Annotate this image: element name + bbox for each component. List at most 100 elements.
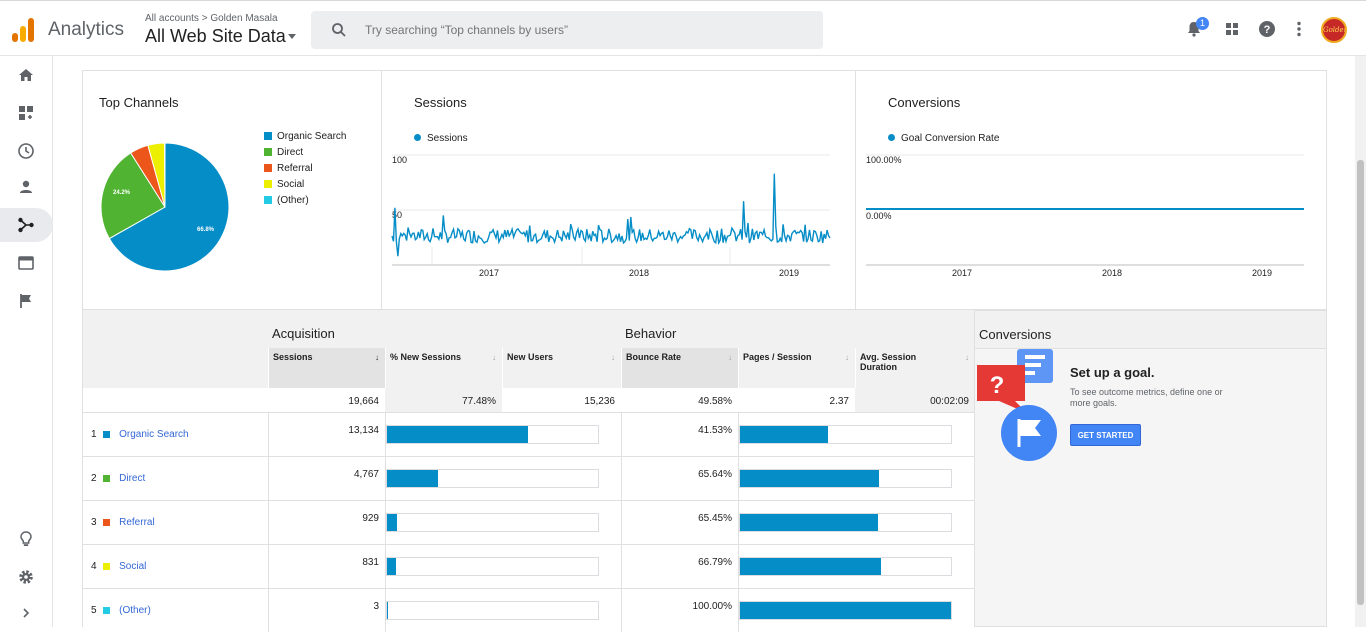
legend-swatch [264,164,272,172]
nav-expand[interactable] [0,596,53,630]
bounce-bar-track [739,601,952,620]
x-tick-label: 2019 [779,268,799,278]
col-new-sessions[interactable]: % New Sessions ↓ [385,348,502,388]
nav-admin[interactable] [0,560,53,594]
page-scrollbar[interactable] [1355,56,1366,627]
behavior-header: Behavior [621,310,975,348]
y-tick-label: 50 [392,210,402,220]
nav-behavior[interactable] [0,246,53,280]
x-tick-label: 2018 [629,268,649,278]
legend-organic[interactable]: Organic Search [264,130,346,144]
sessions-bar-cell [385,412,621,456]
more-vert-icon[interactable] [1290,20,1308,38]
channel-link[interactable]: Direct [119,473,145,484]
sort-down-icon[interactable]: ↓ [375,353,379,362]
nav-realtime[interactable] [0,134,53,168]
x-tick-label: 2017 [952,268,972,278]
top-channels-pie[interactable]: 66.8%24.2% [95,137,235,277]
nav-acquisition[interactable] [0,208,53,242]
lightbulb-icon [17,530,35,548]
col-new-users[interactable]: New Users↓ [502,348,621,388]
svg-text:?: ? [990,372,1005,399]
help-icon[interactable]: ? [1258,20,1276,38]
y-tick-label: 100 [392,155,407,165]
view-selector[interactable]: All Web Site Data [145,26,286,47]
sessions-bar-cell [385,500,621,544]
col-pages-session[interactable]: Pages / Session↓ [738,348,855,388]
legend-label: Organic Search [277,131,346,142]
nav-customization[interactable] [0,96,53,130]
legend-social[interactable]: Social [264,178,304,192]
bounce-bar-cell [738,412,975,456]
sessions-bar-track [386,557,599,576]
caret-down-icon[interactable] [288,34,296,39]
legend-other[interactable]: (Other) [264,194,309,208]
conversions-legend[interactable]: Goal Conversion Rate [888,132,999,146]
sessions-bar [387,426,528,443]
conversions-title: Conversions [888,95,960,110]
row-bounce-rate: 66.79% [621,544,738,588]
table-row-channel[interactable]: 2 Direct [83,456,268,500]
conversions-card: Conversions Goal Conversion Rate 100.00%… [855,71,1327,309]
conversions-chart[interactable]: 100.00% 0.00% 2017 2018 2019 [856,147,1316,287]
analytics-logo-icon[interactable] [12,18,34,42]
goal-illustration-icon: ? [975,349,1065,464]
bounce-bar-cell [738,500,975,544]
scrollbar-thumb[interactable] [1357,160,1364,605]
bounce-bar [740,514,878,531]
table-corner [83,310,268,348]
bounce-bar [740,558,881,575]
channel-link[interactable]: Social [119,561,146,572]
sort-icon[interactable]: ↓ [845,353,849,362]
total-sessions: 19,664 [268,388,385,412]
table-row-channel[interactable]: 4 Social [83,544,268,588]
breadcrumb[interactable]: All accounts > Golden Masala [145,13,278,24]
sort-icon[interactable]: ↓ [728,353,732,362]
search-input[interactable] [365,11,805,49]
sessions-chart[interactable]: 100 50 2017 2018 2019 [382,147,842,287]
channel-link[interactable]: Organic Search [119,429,188,440]
summary-cards: Top Channels 66.8%24.2% Organic Search D… [82,70,1327,310]
nav-audience[interactable] [0,170,53,204]
nav-home[interactable] [0,58,53,92]
channel-link[interactable]: Referral [119,517,155,528]
x-tick-label: 2019 [1252,268,1272,278]
sort-icon[interactable]: ↓ [492,353,496,362]
column-label: % New Sessions [390,352,461,362]
channel-link[interactable]: (Other) [119,605,151,616]
bounce-bar-track [739,557,952,576]
table-row-channel[interactable]: 5 (Other) [83,588,268,632]
row-index: 5 [91,605,97,616]
legend-direct[interactable]: Direct [264,146,303,160]
sessions-series-line[interactable] [392,174,830,257]
col-sessions[interactable]: Sessions↓ [268,348,385,388]
app-name: Analytics [48,19,124,41]
legend-referral[interactable]: Referral [264,162,313,176]
sort-icon[interactable]: ↓ [965,353,969,362]
sort-icon[interactable]: ↓ [611,353,615,362]
nav-discover[interactable] [0,522,53,556]
legend-dot [888,134,895,141]
apps-grid-icon[interactable] [1223,20,1241,38]
channels-table: Acquisition Behavior Sessions↓ % New Ses… [82,310,974,627]
sessions-legend[interactable]: Sessions [414,132,468,146]
col-avg-duration[interactable]: Avg. Session Duration↓ [855,348,975,388]
row-sessions: 831 [268,544,385,588]
account-avatar[interactable]: Golden [1321,17,1347,43]
table-row-channel[interactable]: 3 Referral [83,500,268,544]
get-started-button[interactable]: GET STARTED [1070,424,1141,446]
row-bounce-rate: 65.64% [621,456,738,500]
legend-swatch [264,180,272,188]
search-box[interactable] [311,11,823,49]
table-row-channel[interactable]: 1 Organic Search [83,412,268,456]
row-sessions: 3 [268,588,385,632]
conversions-panel: Conversions ? Set up a goal. To see outc… [974,310,1327,627]
total-bounce-rate: 49.58% [621,388,738,412]
total-new-users: 15,236 [502,388,621,412]
col-bounce-rate[interactable]: Bounce Rate↓ [621,348,738,388]
pie-slice-label: 24.2% [113,190,131,196]
nav-conversions[interactable] [0,284,53,318]
bounce-bar [740,470,879,487]
top-bar: Analytics All accounts > Golden Masala A… [0,0,1366,56]
clock-icon [17,142,35,160]
